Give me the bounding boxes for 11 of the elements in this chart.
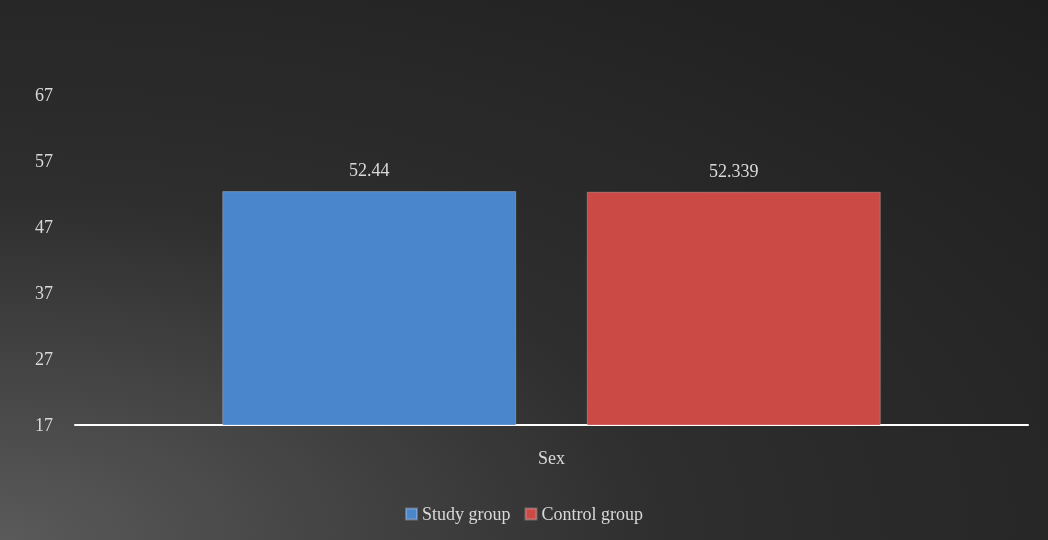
y-tick-label: 57 — [35, 151, 53, 171]
y-tick-label: 27 — [35, 349, 53, 369]
y-tick-label: 67 — [35, 85, 53, 105]
y-tick-label: 47 — [35, 217, 53, 237]
y-tick-label: 17 — [35, 415, 53, 435]
legend-label: Study group — [422, 504, 511, 524]
y-tick-label: 37 — [35, 283, 53, 303]
legend-label: Control group — [541, 504, 643, 524]
x-tick-label: Sex — [538, 448, 565, 468]
data-label: 52.339 — [709, 160, 759, 181]
data-label: 52.44 — [348, 160, 390, 181]
